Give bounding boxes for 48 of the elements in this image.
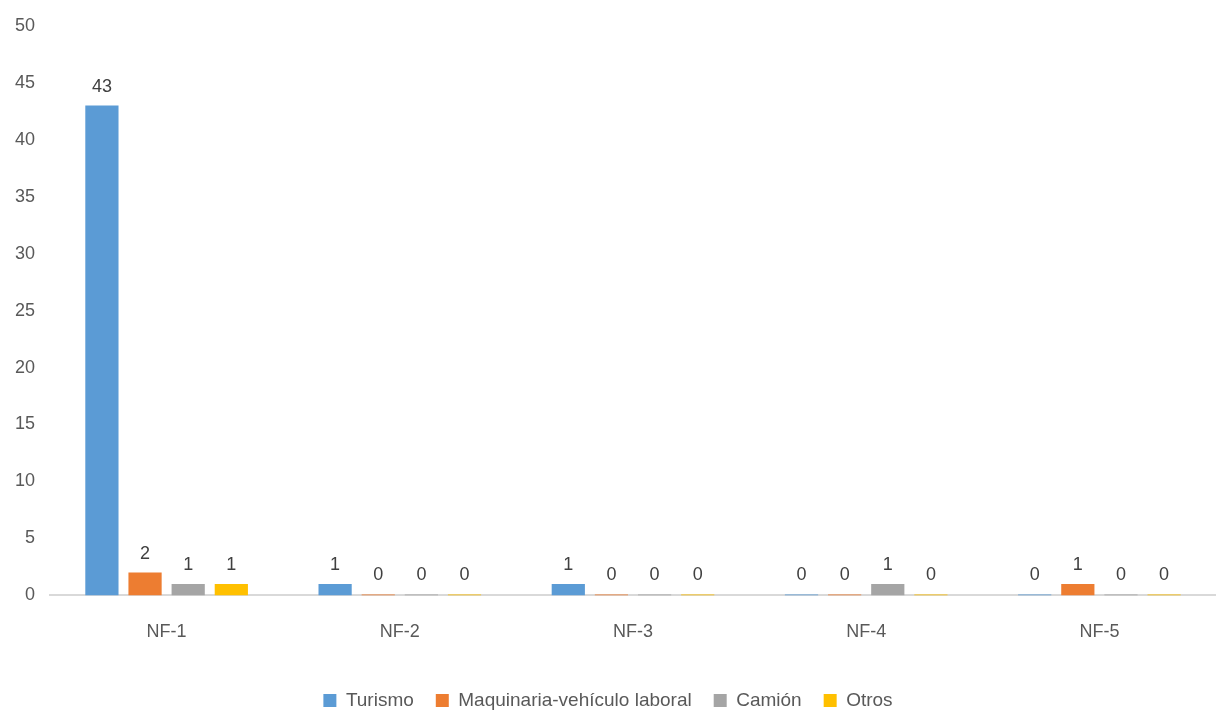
bar <box>128 572 162 596</box>
legend-label: Camión <box>736 688 802 710</box>
x-tick-label: NF-1 <box>146 621 187 642</box>
y-tick-label: 0 <box>25 584 36 605</box>
bar <box>551 584 585 596</box>
data-label: 0 <box>416 564 427 585</box>
bar <box>871 584 905 596</box>
x-tick-label: NF-5 <box>1079 621 1120 642</box>
y-tick-label: 20 <box>14 356 36 377</box>
data-label: 0 <box>692 564 703 585</box>
data-label: 0 <box>606 564 617 585</box>
data-label: 0 <box>925 564 936 585</box>
y-tick-label: 50 <box>14 14 36 35</box>
data-label: 1 <box>882 553 893 574</box>
data-label: 0 <box>459 564 470 585</box>
x-tick-label: NF-4 <box>846 621 887 642</box>
bar <box>318 584 352 596</box>
legend-label: Otros <box>846 688 893 710</box>
bar <box>171 584 205 596</box>
data-label: 0 <box>373 564 384 585</box>
data-label: 1 <box>563 553 574 574</box>
y-tick-label: 45 <box>14 71 36 92</box>
data-label: 1 <box>1072 553 1083 574</box>
data-label: 1 <box>330 553 341 574</box>
data-label: 1 <box>183 553 194 574</box>
y-tick-label: 40 <box>14 128 36 149</box>
data-label: 2 <box>140 542 151 563</box>
legend-label: Turismo <box>345 688 414 710</box>
bar <box>214 584 248 596</box>
y-tick-label: 30 <box>14 242 36 263</box>
data-label: 0 <box>649 564 660 585</box>
y-tick-label: 5 <box>25 527 36 548</box>
data-label: 0 <box>1029 564 1040 585</box>
data-label: 0 <box>1159 564 1170 585</box>
legend-label: Maquinaria-vehículo laboral <box>458 688 692 710</box>
y-tick-label: 15 <box>14 413 36 434</box>
data-label: 1 <box>226 553 237 574</box>
data-label: 0 <box>796 564 807 585</box>
bar <box>1061 584 1095 596</box>
data-label: 0 <box>839 564 850 585</box>
y-tick-label: 10 <box>14 470 36 491</box>
y-tick-label: 25 <box>14 299 36 320</box>
x-tick-label: NF-2 <box>379 621 420 642</box>
bar <box>85 105 119 596</box>
y-tick-label: 35 <box>14 185 36 206</box>
data-label: 43 <box>91 75 112 96</box>
data-label: 0 <box>1115 564 1126 585</box>
x-tick-label: NF-3 <box>613 621 654 642</box>
